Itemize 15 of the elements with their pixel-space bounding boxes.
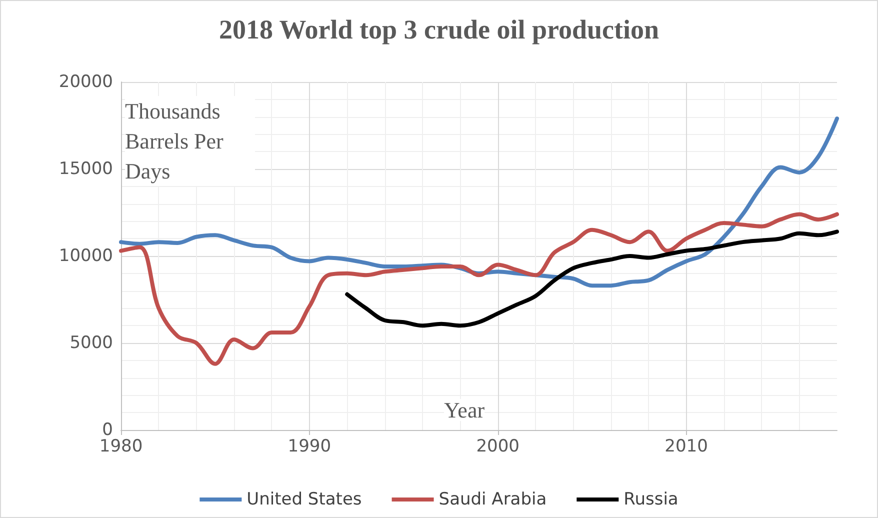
- line-series: [345, 230, 839, 328]
- legend-label: Saudi Arabia: [438, 490, 547, 510]
- chart-title: 2018 World top 3 crude oil production: [218, 14, 660, 44]
- legend-label: Russia: [624, 490, 678, 510]
- line-series: [119, 212, 839, 366]
- y-axis-title: Thousands Barrels Per Days: [125, 98, 229, 184]
- x-tick-label: 1990: [288, 436, 332, 456]
- legend-label: United States: [246, 490, 362, 510]
- x-axis-title: Year: [444, 398, 486, 422]
- y-tick-label: 15000: [58, 159, 113, 179]
- x-tick-label: 2010: [664, 436, 708, 456]
- y-tick-label: 10000: [58, 246, 113, 266]
- x-tick-label: 2000: [476, 436, 520, 456]
- y-tick-label: 5000: [70, 333, 113, 353]
- y-tick-label: 20000: [58, 72, 113, 92]
